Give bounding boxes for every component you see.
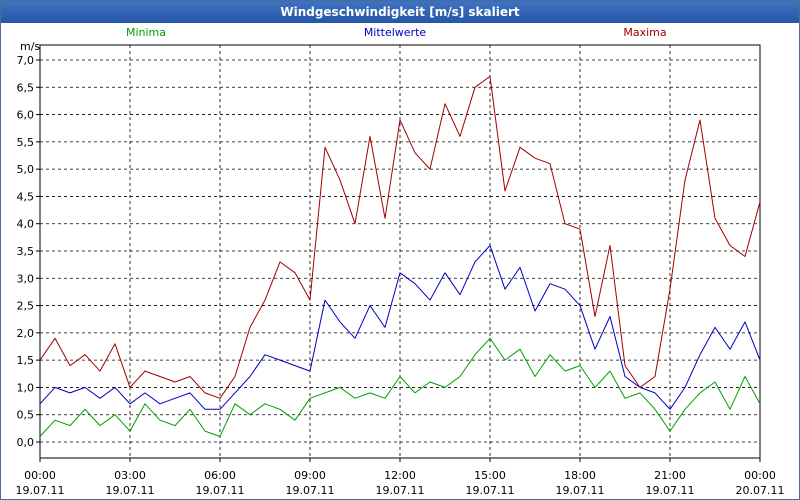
y-axis-ticks: 0,0 0,5 1,0 1,5 2,0 2,5 3,0 3,5 4,0 4,5 5,0 5,5 6,0 6… (17, 54, 40, 449)
x-tick-time: 18:00 (564, 469, 596, 482)
y-tick-label: 4,0 (17, 218, 35, 231)
x-tick-date: 19.07.11 (646, 484, 695, 497)
y-tick-label: 3,0 (17, 272, 35, 285)
grid-lines (40, 45, 760, 458)
window-title: Windgeschwindigkeit [m/s] skaliert (1, 1, 799, 23)
x-tick-time: 21:00 (654, 469, 686, 482)
x-tick-time: 00:00 (24, 469, 56, 482)
y-tick-label: 0,0 (17, 436, 35, 449)
series-layer (39, 75, 761, 437)
x-tick-date: 19.07.11 (106, 484, 155, 497)
y-tick-label: 5,5 (17, 136, 35, 149)
y-tick-label: 1,0 (17, 381, 35, 394)
y-tick-label: 1,5 (17, 354, 35, 367)
x-tick-time: 03:00 (114, 469, 146, 482)
y-tick-label: 6,5 (17, 81, 35, 94)
series-line-minima (39, 337, 761, 437)
x-tick-time: 00:00 (744, 469, 776, 482)
y-axis-label: m/s (20, 40, 40, 53)
legend-item-maxima: Maxima (623, 26, 666, 39)
legend-item-mittelwerte: Mittelwerte (364, 26, 427, 39)
y-tick-label: 2,5 (17, 300, 35, 313)
x-tick-date: 20.07.11 (736, 484, 785, 497)
legend: Minima Mittelwerte Maxima (126, 26, 667, 39)
x-tick-date: 19.07.11 (556, 484, 605, 497)
y-tick-label: 3,5 (17, 245, 35, 258)
x-tick-time: 12:00 (384, 469, 416, 482)
x-tick-date: 19.07.11 (466, 484, 515, 497)
x-tick-date: 19.07.11 (16, 484, 65, 497)
x-tick-time: 15:00 (474, 469, 506, 482)
x-tick-date: 19.07.11 (286, 484, 335, 497)
y-tick-label: 2,0 (17, 327, 35, 340)
y-tick-label: 5,0 (17, 163, 35, 176)
x-tick-date: 19.07.11 (376, 484, 425, 497)
x-axis-ticks: 00:00 19.07.11 03:00 19.07.11 06:00 19.07.11 0… (16, 458, 785, 497)
x-tick-time: 09:00 (294, 469, 326, 482)
x-tick-date: 19.07.11 (196, 484, 245, 497)
y-tick-label: 0,5 (17, 409, 35, 422)
x-tick-time: 06:00 (204, 469, 236, 482)
y-tick-label: 4,5 (17, 190, 35, 203)
y-tick-label: 6,0 (17, 109, 35, 122)
series-line-maxima (39, 75, 761, 399)
legend-item-minima: Minima (126, 26, 166, 39)
y-tick-label: 7,0 (17, 54, 35, 67)
